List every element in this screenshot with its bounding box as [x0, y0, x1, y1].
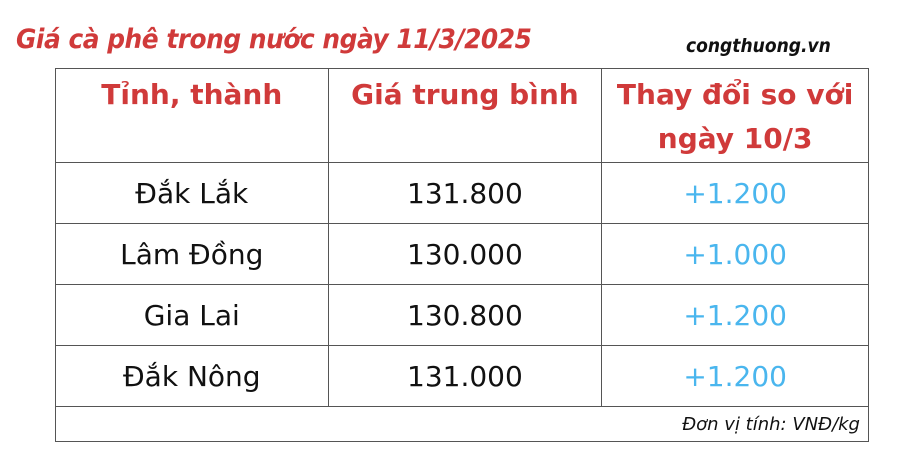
table-row: Gia Lai 130.800 +1.200 [55, 284, 869, 346]
price-cell: 130.800 [327, 284, 603, 346]
unit-note: Đơn vị tính: VNĐ/kg [55, 406, 869, 442]
table-row: Đắk Nông 131.000 +1.200 [55, 345, 869, 407]
province-cell: Đắk Nông [55, 345, 329, 407]
page-title: Giá cà phê trong nước ngày 11/3/2025 [16, 24, 532, 55]
province-cell: Gia Lai [55, 284, 329, 346]
header-province: Tỉnh, thành [55, 68, 329, 163]
change-cell: +1.000 [601, 223, 869, 285]
price-cell: 131.800 [327, 162, 603, 224]
price-table: Tỉnh, thành Giá trung bình Thay đổi so v… [55, 68, 869, 442]
table-header: Tỉnh, thành Giá trung bình Thay đổi so v… [55, 68, 869, 163]
table-row: Đắk Lắk 131.800 +1.200 [55, 162, 869, 224]
price-cell: 130.000 [327, 223, 603, 285]
province-cell: Lâm Đồng [55, 223, 329, 285]
change-cell: +1.200 [601, 284, 869, 346]
source-label: congthuong.vn [686, 35, 831, 57]
change-cell: +1.200 [601, 162, 869, 224]
change-cell: +1.200 [601, 345, 869, 407]
table-row: Lâm Đồng 130.000 +1.000 [55, 223, 869, 285]
header-change: Thay đổi so với ngày 10/3 [601, 68, 869, 163]
price-cell: 131.000 [327, 345, 603, 407]
province-cell: Đắk Lắk [55, 162, 329, 224]
table-footer: Đơn vị tính: VNĐ/kg [55, 406, 869, 442]
header-price: Giá trung bình [327, 68, 603, 163]
